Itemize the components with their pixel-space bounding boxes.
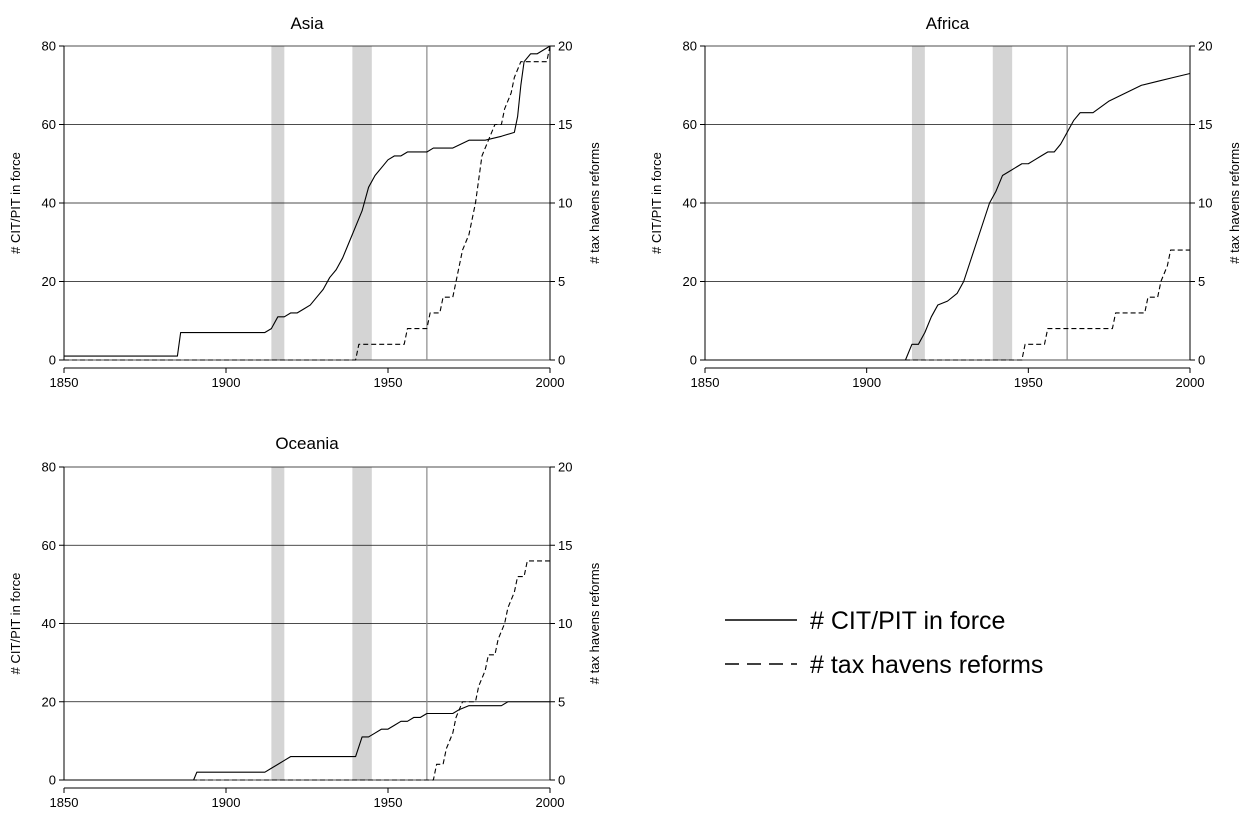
legend-label: # tax havens reforms [810,651,1043,679]
series-line-tax-havens [705,249,1190,361]
y-tick-label: 20 [42,274,56,289]
series-line-tax-havens [64,45,551,361]
chart-panel-africa: 0 20 40 60 80 0 5 10 15 20 1850 1900 1950 2000 Africa #… [649,14,1242,390]
y2-tick-label: 0 [558,353,565,368]
y2-tick-label: 10 [558,196,572,211]
y-tick-label: 40 [42,616,56,631]
y-tick-label: 80 [683,39,697,54]
panel-title: Oceania [275,434,339,453]
x-tick-label: 1900 [212,795,241,810]
x-tick-label: 1900 [852,375,881,390]
y2-tick-label: 5 [558,274,565,289]
x-tick-label: 2000 [536,795,565,810]
x-tick-label: 2000 [536,375,565,390]
x-tick-label: 1850 [50,795,79,810]
y-tick-label: 80 [42,460,56,475]
y-tick-label: 40 [42,196,56,211]
y2-tick-label: 10 [1198,196,1212,211]
y-tick-label: 0 [49,773,56,788]
y2-tick-label: 0 [558,773,565,788]
y-axis-label: # CIT/PIT in force [8,152,23,254]
y-tick-label: 0 [690,353,697,368]
x-tick-label: 1850 [691,375,720,390]
y-tick-label: 20 [683,274,697,289]
y-tick-label: 20 [42,694,56,709]
y2-tick-label: 15 [558,538,572,553]
y2-tick-label: 15 [558,117,572,132]
y2-tick-label: 5 [1198,274,1205,289]
y2-axis-label: # tax havens reforms [587,562,602,684]
chart-panel-oceania: 0 20 40 60 80 0 5 10 15 20 1850 1900 1950 2000 Oceania… [8,434,602,810]
y2-tick-label: 15 [1198,117,1212,132]
panel-title: Asia [290,14,324,33]
x-tick-label: 1950 [374,375,403,390]
legend-label: # CIT/PIT in force [810,607,1005,635]
x-tick-label: 1850 [50,375,79,390]
y-axis-label: # CIT/PIT in force [649,152,664,254]
y-tick-label: 40 [683,196,697,211]
y2-axis-label: # tax havens reforms [1227,142,1242,264]
x-tick-label: 1950 [374,795,403,810]
series-line-cit-pit [64,45,551,357]
y2-tick-label: 5 [558,694,565,709]
y-tick-label: 60 [42,117,56,132]
series-line-tax-havens [64,560,550,781]
y-tick-label: 0 [49,353,56,368]
x-tick-label: 1950 [1014,375,1043,390]
y-tick-label: 60 [42,538,56,553]
y2-tick-label: 20 [558,460,572,475]
y2-tick-label: 10 [558,616,572,631]
series-line-cit-pit [705,72,1191,361]
chart-panel-asia: 0 20 40 60 80 0 5 10 15 20 1850 1900 1950 2000 Asia # C… [8,14,602,390]
y2-tick-label: 20 [1198,39,1212,54]
panel-title: Africa [926,14,970,33]
y-tick-label: 80 [42,39,56,54]
y2-tick-label: 0 [1198,353,1205,368]
y2-axis-label: # tax havens reforms [587,142,602,264]
y-axis-label: # CIT/PIT in force [8,573,23,675]
legend: # CIT/PIT in force # tax havens reforms [725,607,1043,679]
x-tick-label: 1900 [212,375,241,390]
x-tick-label: 2000 [1176,375,1205,390]
y-tick-label: 60 [683,117,697,132]
series-line-cit-pit [64,701,550,781]
y2-tick-label: 20 [558,39,572,54]
